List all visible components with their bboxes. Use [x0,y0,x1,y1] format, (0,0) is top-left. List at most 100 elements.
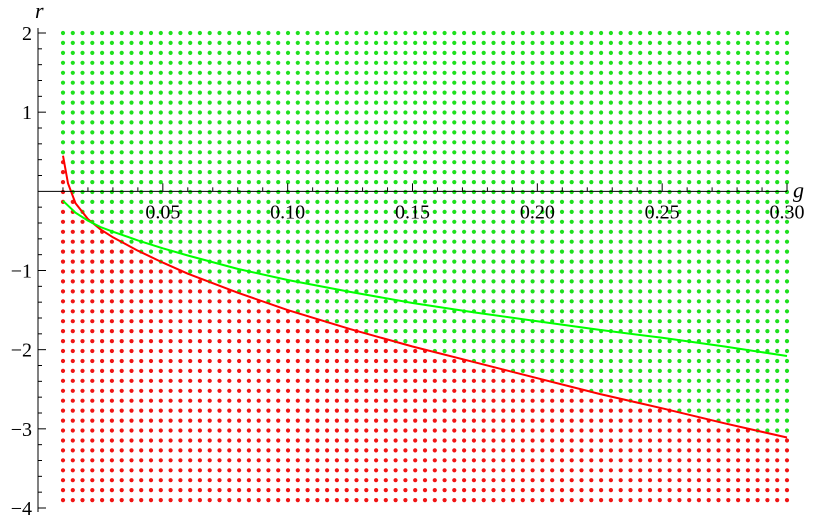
unstable-dot [100,498,105,503]
unstable-dot [276,478,281,483]
stable-dot [80,80,85,85]
unstable-dot [109,378,114,383]
stable-dot [677,239,682,244]
stable-dot [217,199,222,204]
y-tick-label: 1 [22,102,32,124]
stable-dot [452,239,457,244]
stable-dot [687,388,692,393]
stable-dot [706,140,711,145]
stable-dot [765,199,770,204]
unstable-dot [109,289,114,294]
stable-dot [628,329,633,334]
unstable-dot [129,309,134,314]
stable-dot [207,30,212,36]
stable-dot [374,229,379,234]
unstable-dot [178,319,183,324]
stable-dot [579,40,584,46]
stable-dot [246,170,251,175]
unstable-dot [119,408,124,413]
unstable-dot [716,448,721,453]
stable-dot [246,150,251,155]
unstable-dot [60,428,66,433]
stable-dot [579,30,584,36]
unstable-dot [784,468,790,473]
unstable-dot [520,438,525,443]
stable-dot [559,40,565,46]
stable-dot [334,100,339,105]
stable-dot [481,150,486,155]
stable-dot [207,40,212,46]
stable-dot [403,239,408,244]
unstable-dot [276,319,281,324]
stable-dot [188,160,193,165]
stable-dot [530,309,535,314]
stable-dot [687,50,692,56]
stable-dot [510,199,516,204]
unstable-dot [432,388,437,393]
unstable-dot [148,488,154,493]
stable-dot [129,120,134,125]
stable-dot [687,368,692,373]
unstable-dot [559,498,565,503]
unstable-dot [452,498,457,503]
stable-dot [618,180,623,185]
unstable-dot [276,358,281,364]
unstable-dot [100,309,105,314]
stable-dot [344,150,349,155]
stable-dot [344,249,349,254]
stable-dot [520,30,525,36]
stable-dot [765,289,770,294]
stable-dot [784,110,790,115]
unstable-dot [100,388,105,393]
stable-dot [364,80,369,85]
stable-dot [579,209,584,214]
stable-dot [775,110,780,115]
unstable-dot [158,358,163,364]
stable-dot [540,80,545,85]
unstable-dot [325,468,330,473]
stable-dot [295,170,300,175]
stable-dot [520,60,525,65]
stable-dot [638,60,643,65]
unstable-dot [540,408,545,413]
stable-dot [667,348,672,354]
unstable-dot [139,398,144,403]
stable-dot [90,130,95,135]
unstable-dot [755,478,760,483]
unstable-dot [413,408,418,413]
unstable-dot [344,428,349,433]
unstable-dot [227,498,232,503]
stable-dot [344,80,349,85]
unstable-dot [383,358,388,364]
stable-dot [510,90,516,95]
stable-dot [305,219,310,224]
stable-dot [197,30,202,36]
unstable-dot [129,289,134,294]
stable-dot [716,120,721,125]
stable-dot [569,348,574,354]
stable-dot [276,60,281,65]
stable-dot [129,40,134,46]
stable-dot [677,50,682,56]
unstable-dot [374,438,379,443]
stable-dot [188,30,193,36]
stable-dot [559,279,565,284]
unstable-dot [628,418,633,423]
unstable-dot [334,428,339,433]
stable-dot [599,60,604,65]
unstable-dot [432,478,437,483]
stable-dot [530,299,535,304]
stable-dot [295,180,300,185]
unstable-dot [100,348,105,354]
stable-dot [589,358,594,364]
stable-dot [364,289,369,294]
stable-dot [520,289,525,294]
stable-dot [579,358,584,364]
unstable-dot [197,348,202,354]
stable-dot [589,229,594,234]
unstable-dot [510,448,516,453]
stable-dot [745,70,751,75]
stable-dot [227,90,232,95]
stable-dot [540,219,545,224]
unstable-dot [70,458,75,463]
